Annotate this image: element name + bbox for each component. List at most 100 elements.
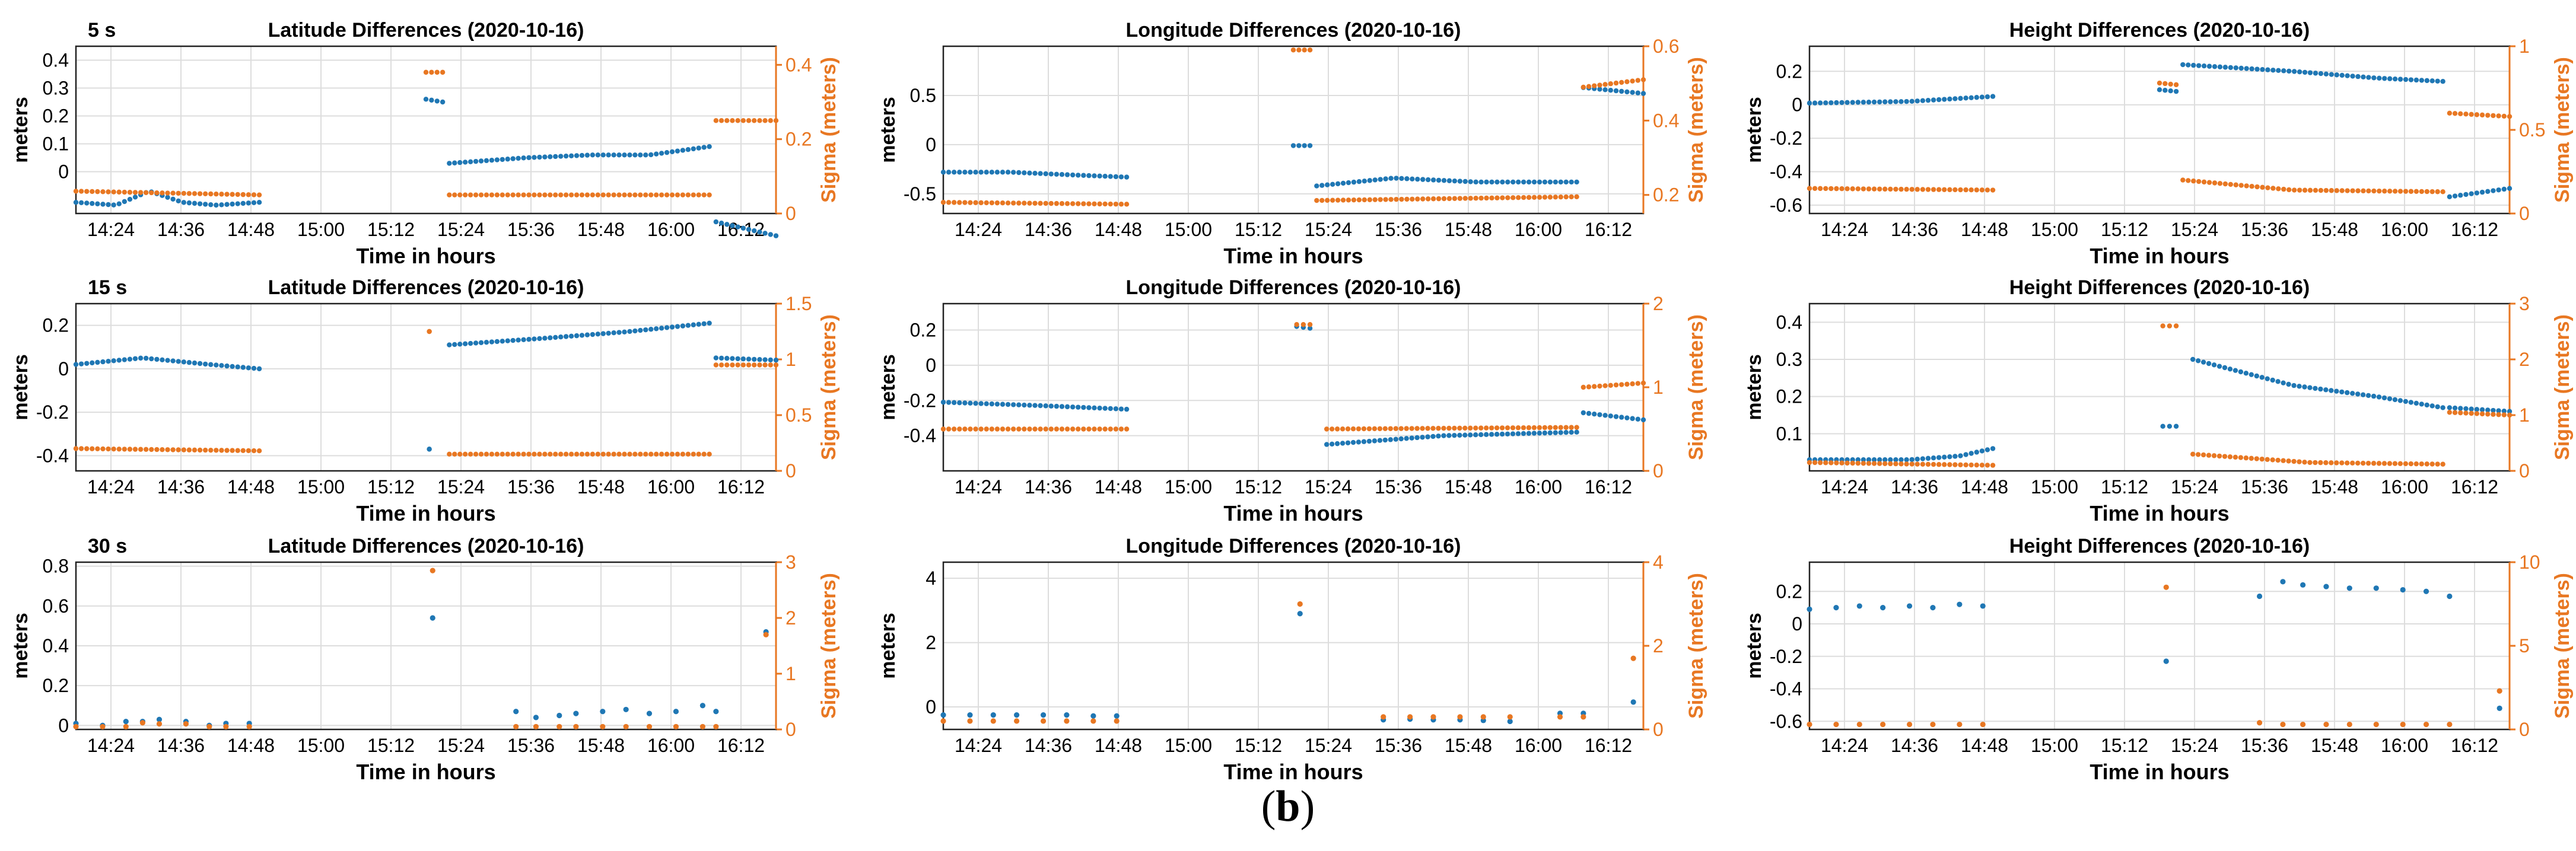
x-tick-label: 15:12 — [1235, 735, 1282, 756]
difference-point — [1574, 429, 1579, 435]
sigma-point — [447, 192, 452, 197]
y-tick-label: -0.6 — [1770, 710, 1802, 732]
y2-tick-label: 0 — [2519, 460, 2530, 482]
difference-point — [2350, 74, 2355, 79]
sigma-point — [127, 190, 133, 195]
difference-point — [1329, 441, 1335, 447]
sigma-point — [691, 451, 696, 457]
sigma-point — [1526, 195, 1532, 200]
sigma-point — [170, 190, 176, 196]
x-tick-label: 14:48 — [227, 735, 275, 756]
difference-point — [521, 337, 526, 343]
sigma-point — [1909, 187, 1914, 192]
sigma-point — [500, 451, 505, 457]
sigma-point — [1515, 425, 1521, 431]
sigma-point — [1592, 83, 1597, 88]
y-tick-label: 0 — [58, 161, 69, 183]
sigma-point — [2254, 456, 2259, 461]
difference-point — [2206, 361, 2212, 366]
sigma-point — [740, 118, 746, 123]
sigma-point — [973, 426, 978, 432]
difference-point — [691, 146, 696, 152]
difference-point — [595, 332, 600, 337]
sigma-point — [1931, 187, 1936, 192]
sigma-point — [246, 723, 252, 729]
x-tick-label: 15:36 — [507, 735, 555, 756]
difference-point — [1537, 179, 1543, 185]
difference-point — [214, 202, 219, 208]
y2-tick-label: 1 — [1653, 377, 1664, 398]
difference-point — [106, 202, 111, 208]
difference-point — [2323, 71, 2329, 77]
difference-point — [1505, 431, 1510, 436]
sigma-point — [701, 192, 707, 197]
sigma-point — [2339, 460, 2345, 466]
difference-point — [1608, 413, 1614, 419]
difference-point — [1930, 605, 1936, 611]
difference-point — [230, 364, 235, 369]
sigma-point — [2447, 721, 2453, 728]
sigma-point — [2360, 460, 2366, 466]
difference-point — [1580, 410, 1586, 416]
sigma-point — [1394, 196, 1399, 202]
sigma-point — [2286, 187, 2292, 193]
difference-point — [90, 200, 95, 206]
difference-point — [532, 155, 537, 160]
difference-point — [2323, 387, 2329, 393]
sigma-point — [1027, 426, 1032, 432]
difference-point — [2397, 398, 2403, 403]
difference-point — [962, 400, 968, 406]
x-tick-label: 14:36 — [157, 476, 205, 498]
sigma-point — [1974, 187, 1979, 193]
sigma-point — [478, 451, 484, 457]
sigma-point — [223, 723, 229, 729]
sigma-point — [768, 118, 774, 123]
sigma-point — [1586, 384, 1592, 390]
sigma-point — [2345, 460, 2350, 466]
difference-point — [111, 202, 116, 208]
sigma-point — [197, 191, 203, 196]
sigma-point — [1613, 80, 1619, 86]
difference-point — [568, 333, 574, 339]
sigma-point — [1377, 426, 1383, 432]
sigma-point — [100, 723, 106, 729]
sigma-point — [2244, 183, 2249, 189]
difference-point — [1010, 402, 1016, 407]
sigma-point — [713, 362, 719, 368]
sigma-point — [1414, 426, 1420, 431]
sigma-point — [1489, 425, 1494, 431]
sigma-point — [1294, 322, 1299, 327]
sigma-point — [192, 191, 198, 196]
difference-point — [1515, 431, 1521, 436]
sigma-point — [202, 447, 208, 453]
difference-point — [235, 364, 240, 369]
difference-point — [2280, 579, 2286, 585]
sigma-point — [1882, 186, 1888, 192]
x-tick-label: 15:48 — [577, 735, 625, 756]
sigma-point — [1866, 186, 1872, 192]
difference-point — [1054, 403, 1060, 409]
x-tick-label: 15:48 — [577, 219, 625, 240]
sigma-point — [2403, 189, 2409, 194]
difference-point — [1307, 143, 1313, 148]
y-tick-label: -0.4 — [36, 445, 69, 466]
sigma-point — [548, 451, 553, 457]
sigma-point — [1480, 714, 1486, 720]
difference-point — [2474, 407, 2480, 412]
difference-point — [2168, 88, 2173, 94]
difference-point — [127, 356, 133, 362]
sigma-point — [1834, 186, 1839, 192]
y-tick-label: -0.2 — [1770, 646, 1802, 667]
sigma-point — [2307, 460, 2313, 466]
sigma-point — [1640, 77, 1646, 82]
difference-point — [2307, 385, 2313, 390]
sigma-point — [1124, 426, 1130, 432]
difference-point — [2265, 67, 2270, 72]
sigma-point — [994, 426, 1000, 432]
sigma-point — [1092, 426, 1097, 432]
sigma-point — [669, 192, 675, 197]
difference-point — [1531, 179, 1537, 185]
difference-point — [1414, 435, 1420, 441]
sigma-point — [2403, 461, 2409, 467]
sigma-point — [2243, 455, 2249, 461]
